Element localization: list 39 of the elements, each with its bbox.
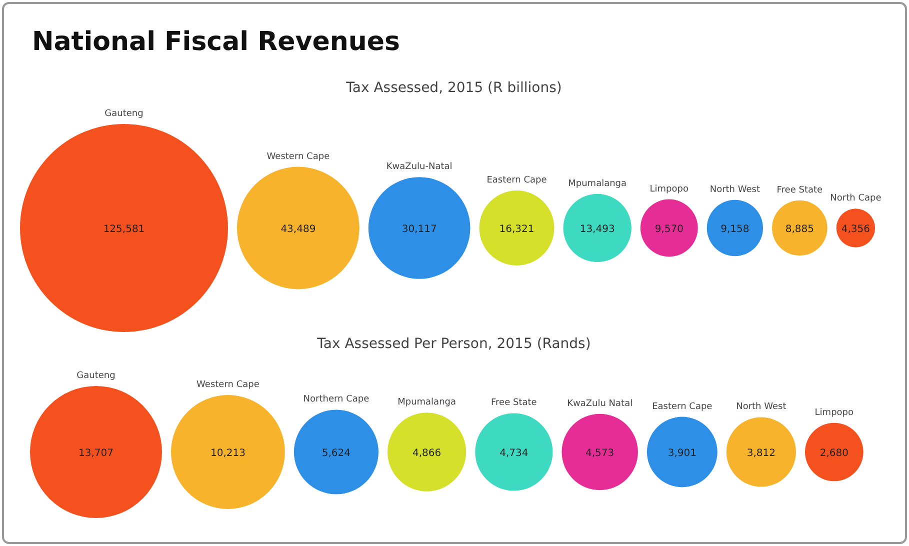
text: National Fiscal Revenues: [32, 27, 400, 57]
data-label: 4,866: [412, 448, 442, 459]
category-label: Northern Cape: [303, 394, 370, 405]
category-label: Gauteng: [76, 371, 116, 381]
data-label: 9,570: [654, 224, 684, 235]
category-label: KwaZulu Natal: [567, 398, 633, 409]
category-label: Gauteng: [104, 109, 144, 119]
data-label: 9,158: [720, 224, 750, 235]
data-label: 13,707: [78, 448, 114, 459]
category-label: Eastern Cape: [652, 402, 713, 412]
category-label: North Cape: [830, 194, 882, 204]
category-label: North West: [736, 402, 787, 412]
data-label: 43,489: [280, 224, 316, 235]
data-label: 4,734: [500, 448, 528, 459]
data-label: 16,321: [499, 224, 534, 235]
text: Tax Assessed, 2015 (R billions): [345, 80, 562, 96]
category-label: Eastern Cape: [486, 176, 548, 186]
category-label: Limpopo: [814, 408, 854, 418]
text: Tax Assessed Per Person, 2015 (Rands): [316, 336, 591, 352]
data-label: 30,117: [402, 224, 437, 235]
category-label: Limpopo: [650, 184, 689, 194]
category-label: KwaZulu-Natal: [386, 162, 452, 172]
category-label: Mpumalanga: [568, 178, 627, 189]
category-label: Free State: [776, 185, 824, 196]
category-label: Western Cape: [196, 380, 260, 390]
data-label: 3,812: [746, 448, 776, 459]
data-label: 4,573: [586, 448, 614, 459]
data-label: 125,581: [103, 224, 145, 235]
category-label: Mpumalanga: [398, 398, 456, 408]
data-label: 10,213: [210, 448, 246, 459]
category-label: Free State: [491, 398, 538, 408]
data-label: 2,680: [820, 448, 848, 459]
category-label: North West: [710, 184, 760, 195]
data-label: 5,624: [322, 448, 351, 459]
category-label: Western Cape: [266, 152, 330, 162]
data-label: 4,356: [841, 224, 870, 235]
data-label: 3,901: [668, 448, 696, 459]
data-label: 13,493: [580, 224, 615, 235]
data-label: 8,885: [785, 224, 814, 235]
